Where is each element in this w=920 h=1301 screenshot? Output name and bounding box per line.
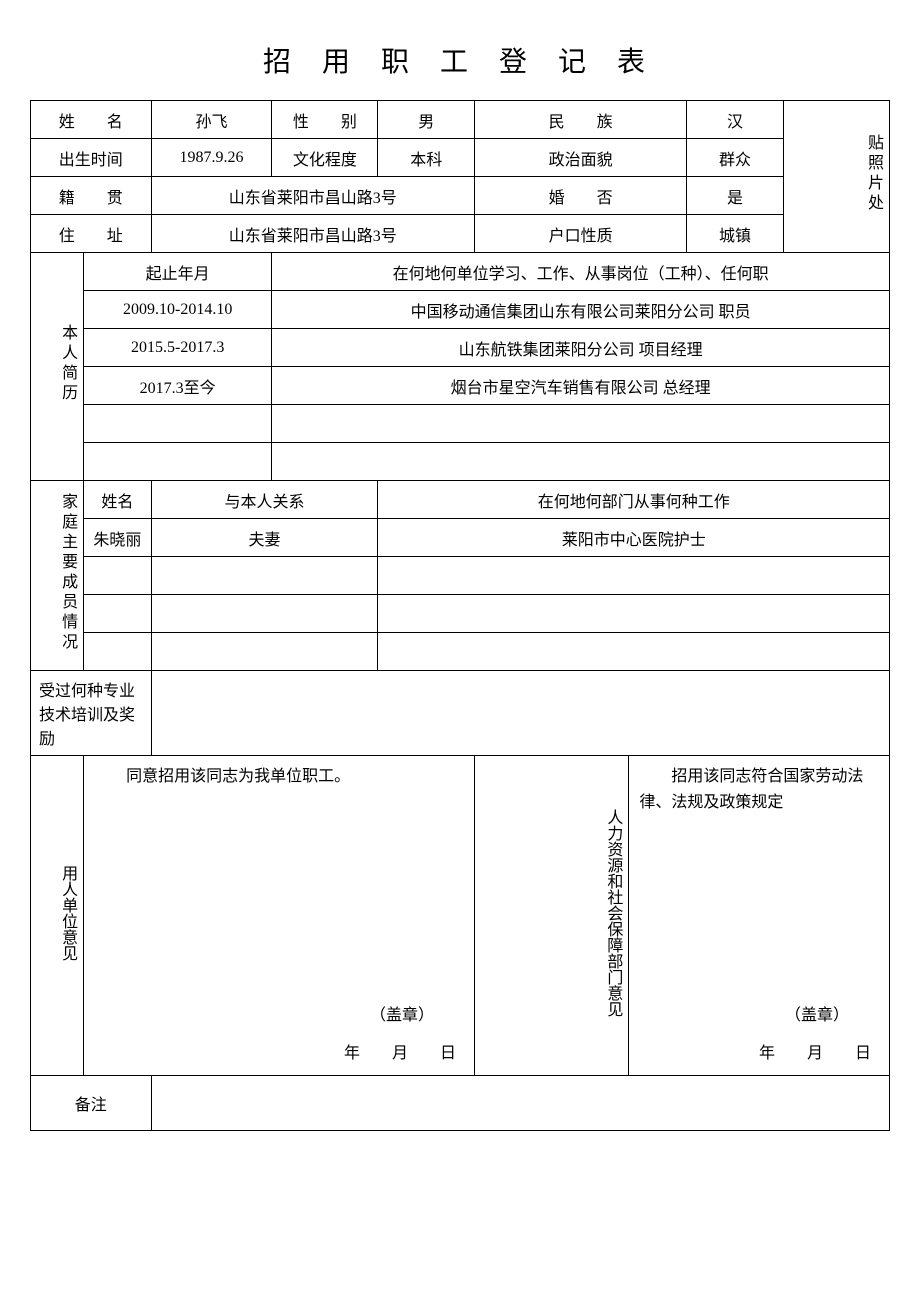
label-family: 家庭主要成员情况 bbox=[31, 481, 84, 671]
resume-desc-2: 烟台市星空汽车销售有限公司 总经理 bbox=[272, 367, 890, 405]
value-origin: 山东省莱阳市昌山路3号 bbox=[151, 177, 474, 215]
family-relation-1 bbox=[151, 557, 378, 595]
label-political: 政治面貌 bbox=[474, 139, 686, 177]
label-household: 户口性质 bbox=[474, 215, 686, 253]
resume-desc-1: 山东航铁集团莱阳分公司 项目经理 bbox=[272, 329, 890, 367]
label-hr-opinion: 人力资源和社会保障部门意见 bbox=[474, 756, 628, 1076]
value-education: 本科 bbox=[378, 139, 475, 177]
family-name-1 bbox=[84, 557, 152, 595]
family-relation-0: 夫妻 bbox=[151, 519, 378, 557]
value-birth: 1987.9.26 bbox=[151, 139, 272, 177]
family-work-1 bbox=[378, 557, 890, 595]
family-work-0: 莱阳市中心医院护士 bbox=[378, 519, 890, 557]
form-title: 招 用 职 工 登 记 表 bbox=[30, 40, 890, 80]
label-birth: 出生时间 bbox=[31, 139, 152, 177]
registration-table: 姓 名 孙飞 性 别 男 民 族 汉 贴照片处 出生时间 1987.9.26 文… bbox=[30, 100, 890, 1131]
value-remarks bbox=[151, 1076, 889, 1131]
family-relation-2 bbox=[151, 595, 378, 633]
family-work-2 bbox=[378, 595, 890, 633]
value-name: 孙飞 bbox=[151, 101, 272, 139]
family-name-3 bbox=[84, 633, 152, 671]
family-work-3 bbox=[378, 633, 890, 671]
photo-placeholder: 贴照片处 bbox=[783, 101, 889, 253]
resume-period-1: 2015.5-2017.3 bbox=[84, 329, 272, 367]
label-name: 姓 名 bbox=[31, 101, 152, 139]
resume-period-4 bbox=[84, 443, 272, 481]
employer-date: 年 月 日 bbox=[344, 1039, 464, 1063]
label-remarks: 备注 bbox=[31, 1076, 152, 1131]
label-ethnicity: 民 族 bbox=[474, 101, 686, 139]
label-family-relation: 与本人关系 bbox=[151, 481, 378, 519]
resume-period-3 bbox=[84, 405, 272, 443]
value-political: 群众 bbox=[687, 139, 784, 177]
resume-period-2: 2017.3至今 bbox=[84, 367, 272, 405]
label-marital: 婚 否 bbox=[474, 177, 686, 215]
family-name-2 bbox=[84, 595, 152, 633]
value-gender: 男 bbox=[378, 101, 475, 139]
value-marital: 是 bbox=[687, 177, 784, 215]
resume-desc-4 bbox=[272, 443, 890, 481]
label-gender: 性 别 bbox=[272, 101, 378, 139]
label-resume-desc: 在何地何单位学习、工作、从事岗位（工种）、任何职 bbox=[272, 253, 890, 291]
resume-desc-3 bbox=[272, 405, 890, 443]
value-address: 山东省莱阳市昌山路3号 bbox=[151, 215, 474, 253]
hr-stamp: （盖章） bbox=[785, 1001, 849, 1025]
employer-stamp: （盖章） bbox=[370, 1001, 434, 1025]
value-household: 城镇 bbox=[687, 215, 784, 253]
label-family-work: 在何地何部门从事何种工作 bbox=[378, 481, 890, 519]
resume-desc-0: 中国移动通信集团山东有限公司莱阳分公司 职员 bbox=[272, 291, 890, 329]
label-address: 住 址 bbox=[31, 215, 152, 253]
value-training bbox=[151, 671, 889, 756]
employer-opinion-text: 同意招用该同志为我单位职工。 bbox=[94, 764, 464, 790]
label-family-name: 姓名 bbox=[84, 481, 152, 519]
resume-period-0: 2009.10-2014.10 bbox=[84, 291, 272, 329]
hr-opinion-text: 招用该同志符合国家劳动法律、法规及政策规定 bbox=[639, 764, 879, 815]
label-training: 受过何种专业技术培训及奖励 bbox=[31, 671, 152, 756]
employer-opinion-cell: 同意招用该同志为我单位职工。 （盖章） 年 月 日 bbox=[84, 756, 475, 1076]
value-ethnicity: 汉 bbox=[687, 101, 784, 139]
label-origin: 籍 贯 bbox=[31, 177, 152, 215]
label-resume-period: 起止年月 bbox=[84, 253, 272, 291]
label-resume: 本人简历 bbox=[31, 253, 84, 481]
family-name-0: 朱晓丽 bbox=[84, 519, 152, 557]
hr-date: 年 月 日 bbox=[759, 1039, 879, 1063]
label-education: 文化程度 bbox=[272, 139, 378, 177]
hr-opinion-cell: 招用该同志符合国家劳动法律、法规及政策规定 （盖章） 年 月 日 bbox=[629, 756, 890, 1076]
family-relation-3 bbox=[151, 633, 378, 671]
label-employer-opinion: 用人单位意见 bbox=[31, 756, 84, 1076]
